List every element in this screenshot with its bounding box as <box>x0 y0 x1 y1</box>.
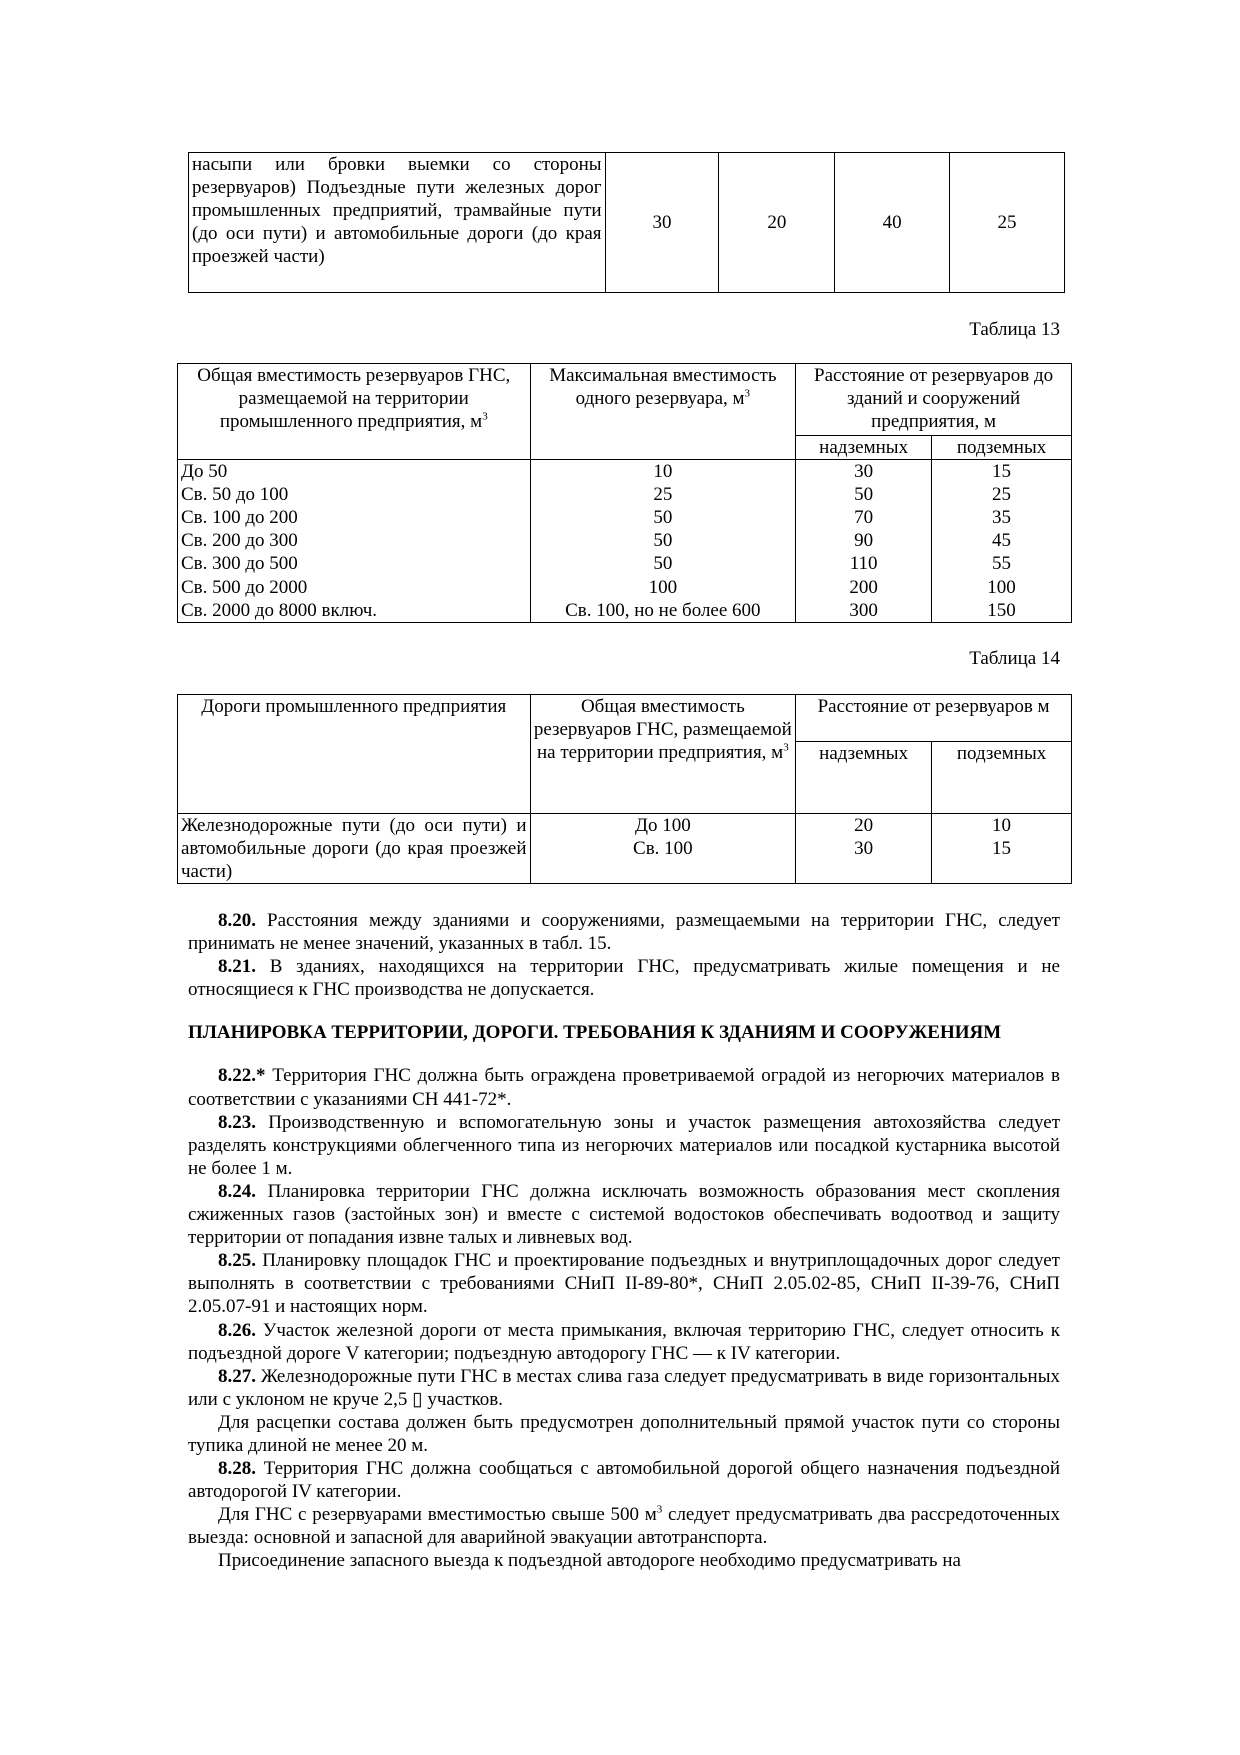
table-header: подземных <box>931 741 1072 814</box>
table-cell: 20 30 <box>795 812 933 885</box>
body-text: 8.20. Расстояния между зданиями и сооруж… <box>188 909 1060 1573</box>
paragraph-number: 8.28. <box>218 1458 256 1480</box>
paragraph: 8.20. Расстояния между зданиями и сооруж… <box>188 909 1060 955</box>
table-cell: 200 <box>849 576 878 598</box>
table-cell: 300 <box>849 599 878 621</box>
table-column: 10 25 50 50 50 100 Св. 100, но не более 600 <box>529 459 797 623</box>
table-cell: 50 <box>653 553 673 575</box>
table-cell: 50 <box>653 507 673 529</box>
table-header: надземных <box>795 434 933 461</box>
paragraph-text: Расстояния между зданиями и сооружениями… <box>188 910 1060 955</box>
table-cell: Св. 500 до 2000 <box>181 576 308 598</box>
table-header: Максимальная вместимость одного резервуа… <box>529 362 797 461</box>
paragraph: 8.23. Производственную и вспомогательную… <box>188 1111 1060 1180</box>
table-cell: До 100 Св. 100 <box>529 812 797 885</box>
paragraph-text: Территория ГНС должна быть ограждена про… <box>188 1065 1060 1110</box>
table-cell: Св. 50 до 100 <box>181 484 289 506</box>
paragraph-text: Участок железной дороги от места примыка… <box>188 1319 1060 1364</box>
paragraph: 8.27. Железнодорожные пути ГНС в местах … <box>188 1365 1060 1411</box>
table-cell: Св. 100 до 200 <box>181 507 298 529</box>
paragraph-text: Железнодорожные пути ГНС в местах слива … <box>188 1365 1060 1410</box>
section-heading: ПЛАНИРОВКА ТЕРРИТОРИИ, ДОРОГИ. ТРЕБОВАНИ… <box>188 1022 1002 1044</box>
paragraph: 8.28. Территория ГНС должна сообщаться с… <box>188 1457 1060 1503</box>
table-cell: 25 <box>949 152 1065 293</box>
table-cell: 90 <box>854 530 874 552</box>
table-cell: 25 <box>992 484 1012 506</box>
table-cell: 70 <box>854 507 874 529</box>
table-cell: 25 <box>653 484 673 506</box>
paragraph-number: 8.23. <box>218 1111 256 1133</box>
table-12-tail: насыпи или бровки выемки со стороны резе… <box>188 152 1065 293</box>
paragraph-text: Для расцепки состава должен быть предусм… <box>188 1411 1060 1456</box>
paragraph-text: Планировка территории ГНС должна исключа… <box>188 1180 1060 1249</box>
table-cell: Железнодорожные пути (до оси пути) и авт… <box>177 812 531 885</box>
paragraph-number: 8.21. <box>218 956 256 978</box>
table-cell: 30 <box>854 461 874 483</box>
table-cell: 35 <box>992 507 1012 529</box>
table-13: Общая вместимость резервуаров ГНС, разме… <box>177 362 1072 623</box>
paragraph: Для ГНС с резервуарами вместимостью свыш… <box>188 1503 1060 1549</box>
table-header: Общая вместимость резервуаров ГНС, разме… <box>529 694 797 814</box>
table-header: Дороги промышленного предприятия <box>177 694 531 814</box>
table-cell: 30 <box>604 152 720 293</box>
table-header: Расстояние от резервуаров м <box>795 694 1072 742</box>
table-cell: 110 <box>849 553 878 575</box>
table-cell: 20 <box>718 152 836 293</box>
table-cell: Св. 200 до 300 <box>181 530 298 552</box>
table-13-caption: Таблица 13 <box>969 319 1060 340</box>
table-14: Дороги промышленного предприятия Общая в… <box>177 694 1072 885</box>
table-column: До 50 Св. 50 до 100 Св. 100 до 200 Св. 200 … <box>177 459 531 623</box>
table-cell: 100 <box>987 576 1016 598</box>
paragraph-text: Планировку площадок ГНС и проектирование… <box>188 1250 1060 1318</box>
table-cell: До 50 <box>181 461 228 483</box>
paragraph: 8.25. Планировку площадок ГНС и проектир… <box>188 1249 1060 1318</box>
table-cell: 50 <box>653 530 673 552</box>
table-body: До 50 Св. 50 до 100 Св. 100 до 200 Св. 200 … <box>177 459 1072 623</box>
paragraph-number: 8.22.* <box>218 1065 266 1087</box>
table-header: надземных <box>795 741 933 814</box>
table-14-caption: Таблица 14 <box>969 648 1060 669</box>
paragraph-number: 8.25. <box>218 1250 256 1272</box>
table-cell: 10 15 <box>931 812 1072 885</box>
table-column: 30 50 70 90 110 200 300 <box>795 459 933 623</box>
table-cell: 50 <box>854 484 874 506</box>
paragraph-text: Территория ГНС должна сообщаться с автом… <box>188 1458 1060 1503</box>
table-cell: 10 <box>653 461 673 483</box>
table-cell: 40 <box>834 152 951 293</box>
paragraph-number: 8.20. <box>218 910 256 931</box>
table-column: 15 25 35 45 55 100 150 <box>931 459 1072 623</box>
table-cell: Св. 100, но не более 600 <box>565 599 761 621</box>
table-cell: 45 <box>992 530 1012 552</box>
table-cell: Св. 2000 до 8000 включ. <box>181 599 378 621</box>
paragraph-number: 8.27. <box>218 1365 256 1387</box>
table-cell: 150 <box>987 599 1016 621</box>
table-header: Расстояние от резервуаров до зданий и со… <box>795 363 1072 436</box>
paragraph: Присоединение запасного выезда к подъезд… <box>218 1550 961 1572</box>
paragraph-text: Производственную и вспомогательную зоны … <box>188 1111 1060 1179</box>
paragraph-text: В зданиях, находящихся на территории ГНС… <box>188 956 1060 1001</box>
table-header: Общая вместимость резервуаров ГНС, разме… <box>177 362 531 461</box>
table-cell: 15 <box>992 461 1012 483</box>
table-cell: 100 <box>648 576 678 598</box>
paragraph: 8.21. В зданиях, находящихся на территор… <box>188 955 1060 1001</box>
paragraph: 8.26. Участок железной дороги от места п… <box>188 1319 1060 1365</box>
paragraph: 8.22.* Территория ГНС должна быть огражд… <box>188 1064 1060 1110</box>
paragraph-number: 8.26. <box>218 1319 256 1341</box>
paragraph: Для расцепки состава должен быть предусм… <box>188 1411 1060 1457</box>
table-cell: насыпи или бровки выемки со стороны резе… <box>188 152 606 293</box>
table-cell: 55 <box>992 553 1012 575</box>
paragraph-number: 8.24. <box>218 1180 256 1202</box>
table-header: подземных <box>931 434 1072 461</box>
table-cell: Св. 300 до 500 <box>181 553 298 575</box>
paragraph: 8.24. Планировка территории ГНС должна и… <box>188 1180 1060 1249</box>
